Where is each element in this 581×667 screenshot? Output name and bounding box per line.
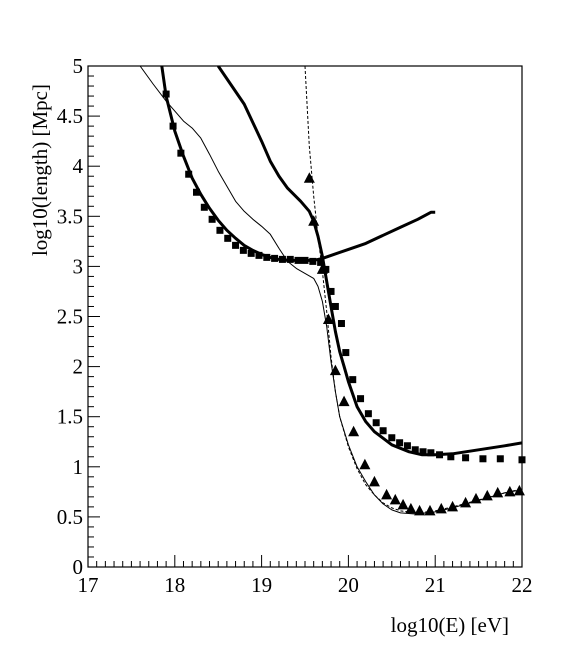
triangle-marker <box>397 498 409 510</box>
square-marker <box>200 203 208 211</box>
x-tick-label: 20 <box>338 573 359 597</box>
plot-frame <box>87 65 523 568</box>
y-tick-label: 2 <box>73 355 84 379</box>
square-marker <box>403 442 411 450</box>
triangle-marker <box>481 489 493 501</box>
square-marker <box>396 439 404 447</box>
square-marker <box>462 454 470 462</box>
square-marker <box>372 419 380 427</box>
triangle-marker <box>405 502 417 514</box>
square-marker <box>342 349 350 357</box>
triangle-marker <box>513 484 525 496</box>
triangle-marker <box>359 458 371 470</box>
y-tick-label: 3.5 <box>57 204 83 228</box>
y-tick-label: 2.5 <box>57 305 83 329</box>
square-marker <box>263 253 271 261</box>
square-marker <box>286 255 294 263</box>
square-marker <box>357 395 365 403</box>
triangle-marker <box>470 492 482 504</box>
triangle-marker <box>504 485 516 497</box>
triangle-marker <box>348 425 360 437</box>
square-marker <box>208 215 216 223</box>
triangle-marker <box>414 504 426 516</box>
square-marker <box>247 249 255 257</box>
y-tick-label: 0.5 <box>57 505 83 529</box>
square-marker <box>232 241 240 249</box>
square-marker <box>322 265 330 273</box>
square-marker <box>427 449 435 457</box>
x-tick-label: 22 <box>512 573 533 597</box>
axis-ticks <box>87 65 523 568</box>
square-marker <box>294 256 302 264</box>
x-tick-label: 18 <box>164 573 185 597</box>
triangle-marker <box>447 500 459 512</box>
y-tick-label: 4.5 <box>57 104 83 128</box>
square-marker <box>271 254 279 262</box>
y-tick-label: 0 <box>73 555 84 579</box>
triangle-marker <box>368 475 380 487</box>
square-marker <box>411 446 419 454</box>
square-marker <box>349 376 357 384</box>
y-tick-label: 3 <box>73 254 84 278</box>
y-tick-label: 1.5 <box>57 405 83 429</box>
square-marker <box>496 455 504 463</box>
square-marker <box>436 451 444 459</box>
square-marker <box>518 456 526 464</box>
square-marker <box>169 122 177 130</box>
square-marker <box>239 246 247 254</box>
thick-curve <box>160 66 436 262</box>
square-marker <box>337 320 345 328</box>
triangle-marker <box>492 486 504 498</box>
triangle-marker <box>389 493 401 505</box>
square-marker <box>216 226 224 234</box>
y-tick-label: 1 <box>73 455 84 479</box>
square-marker <box>479 455 487 463</box>
triangle-marker <box>424 504 436 516</box>
square-marker <box>364 410 372 418</box>
square-marker <box>309 257 317 265</box>
square-marker <box>185 170 193 178</box>
square-marker <box>379 427 387 435</box>
triangle-marker <box>303 172 315 183</box>
triangle-marker <box>322 313 334 325</box>
y-tick-labels: 0 0.5 1 1.5 2 2.5 3 3.5 4 4.5 5 <box>57 54 84 579</box>
square-marker <box>224 234 232 242</box>
y-tick-label: 4 <box>73 154 84 178</box>
series-layer <box>139 66 526 516</box>
dashed-curve <box>304 66 522 514</box>
square-marker <box>162 90 170 98</box>
x-tick-label: 19 <box>251 573 272 597</box>
y-tick-label: 5 <box>73 54 84 78</box>
square-marker <box>327 287 335 295</box>
triangle-marker <box>338 395 350 407</box>
y-axis-title: log10(length) [Mpc] <box>28 84 52 256</box>
square-marker <box>447 453 455 461</box>
square-marker <box>331 302 339 310</box>
x-tick-labels: 17 18 19 20 21 22 <box>78 573 533 597</box>
x-tick-label: 21 <box>425 573 446 597</box>
x-axis-title: log10(E) [eV] <box>391 613 509 637</box>
square-marker <box>177 149 185 157</box>
triangle-marker <box>381 488 393 500</box>
triangle-marker <box>435 502 447 514</box>
square-marker <box>317 258 325 266</box>
square-marker <box>388 434 396 442</box>
triangle-marker <box>316 263 328 274</box>
square-marker <box>301 256 309 264</box>
x-tick-label: 17 <box>78 573 99 597</box>
square-marker <box>193 188 200 196</box>
triangle-marker <box>460 496 472 508</box>
square-marker <box>419 448 427 456</box>
square-marker <box>255 251 263 259</box>
triangle-marker <box>308 215 320 226</box>
triangle-marker <box>329 364 341 376</box>
square-marker <box>278 255 286 263</box>
